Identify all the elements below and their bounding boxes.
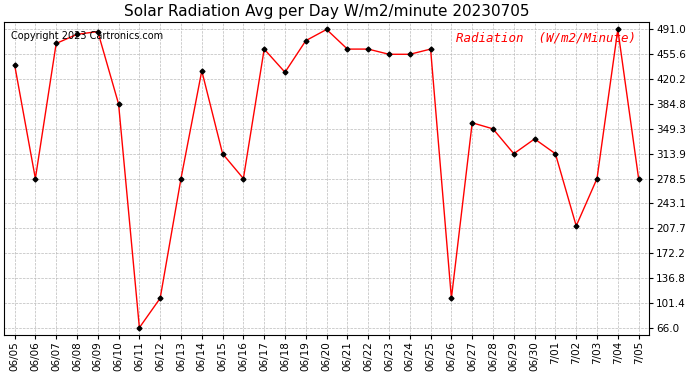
Text: Radiation  (W/m2/Minute): Radiation (W/m2/Minute) [456, 31, 636, 44]
Title: Solar Radiation Avg per Day W/m2/minute 20230705: Solar Radiation Avg per Day W/m2/minute … [124, 4, 529, 19]
Text: Copyright 2023 Cartronics.com: Copyright 2023 Cartronics.com [10, 31, 163, 41]
